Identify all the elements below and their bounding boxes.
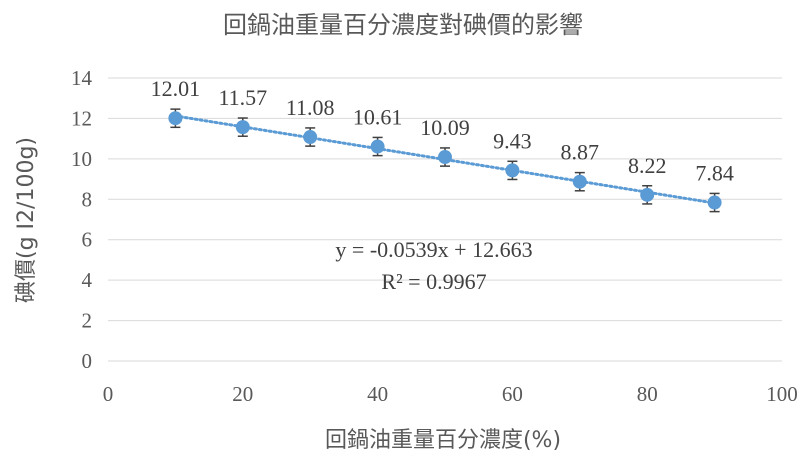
data-label: 12.01 (151, 76, 201, 101)
x-tick-label: 0 (103, 382, 114, 406)
chart-title: 回鍋油重量百分濃度對碘價的影響 (223, 11, 583, 39)
y-axis-ticks: 0 2 4 6 8 10 12 14 (71, 66, 93, 373)
data-point (438, 150, 452, 165)
data-label: 8.87 (561, 140, 600, 165)
data-label: 11.08 (286, 95, 335, 120)
data-point (370, 139, 385, 154)
y-tick-label: 6 (82, 228, 93, 252)
y-axis-title: 碘價(g I2/100g) (14, 137, 39, 303)
data-point (235, 120, 250, 135)
y-tick-label: 14 (71, 66, 93, 90)
data-label: 10.61 (353, 105, 403, 130)
data-label: 10.09 (420, 115, 470, 140)
data-point (707, 195, 722, 210)
data-point (505, 163, 520, 178)
x-tick-label: 20 (232, 382, 253, 406)
x-tick-label: 40 (367, 382, 388, 406)
x-axis-title: 回鍋油重量百分濃度(%) (325, 428, 561, 453)
x-axis-ticks: 0 20 40 60 80 100 (103, 382, 798, 406)
y-tick-label: 10 (71, 147, 92, 171)
data-labels: 12.01 11.57 11.08 10.61 10.09 9.43 8.87 8.22 7.8… (151, 76, 734, 185)
data-label: 8.22 (628, 153, 667, 178)
data-point (168, 111, 183, 126)
data-point (572, 174, 587, 189)
y-tick-label: 8 (82, 187, 93, 211)
x-tick-label: 60 (502, 382, 523, 406)
y-tick-label: 2 (82, 309, 93, 333)
data-point (640, 187, 655, 202)
data-points (168, 111, 722, 210)
data-label: 7.84 (695, 161, 734, 186)
trendline-r-squared: R² = 0.9967 (381, 269, 486, 294)
trendline-equation: y = -0.0539x + 12.663 (335, 237, 532, 262)
data-point (303, 130, 318, 145)
y-tick-label: 4 (82, 268, 93, 292)
data-label: 11.57 (218, 85, 267, 110)
x-tick-label: 80 (637, 382, 658, 406)
y-tick-label: 0 (82, 349, 93, 373)
x-tick-label: 100 (766, 382, 798, 406)
data-label: 9.43 (493, 128, 532, 153)
y-tick-label: 12 (71, 106, 92, 130)
